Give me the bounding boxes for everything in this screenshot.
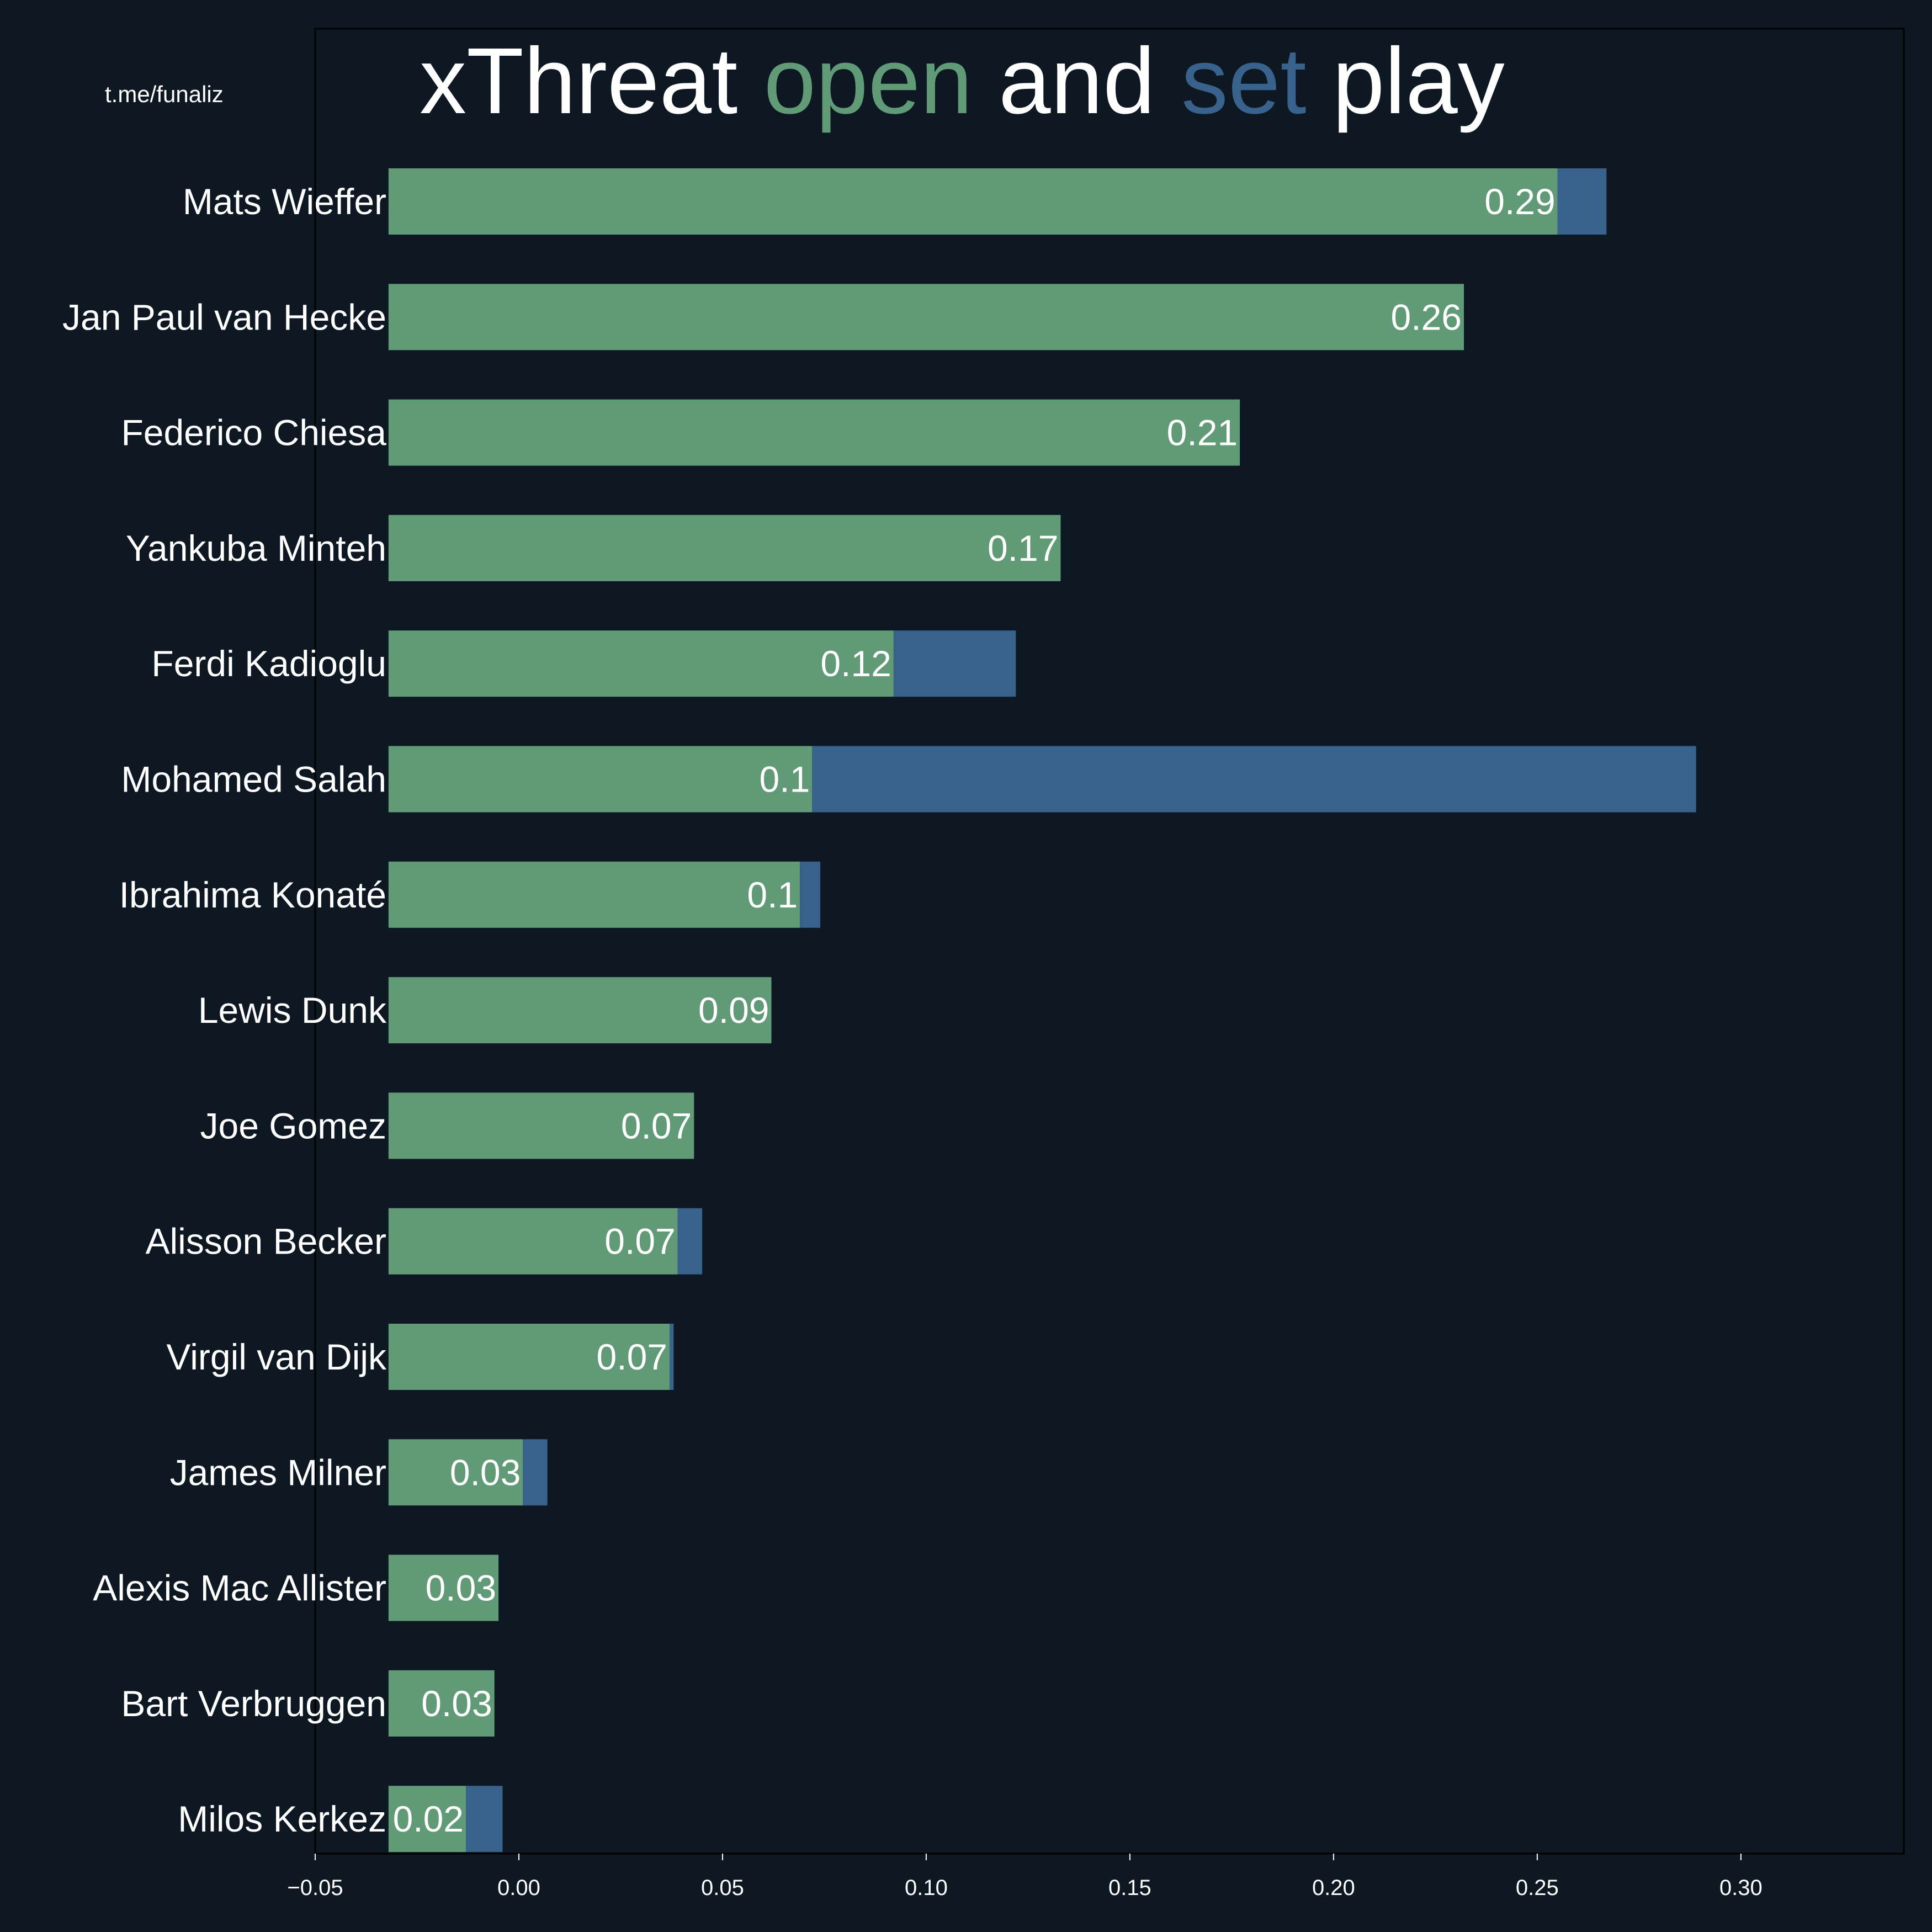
value-label-11: 0.03	[450, 1452, 521, 1493]
x-tick-label-4: 0.15	[1108, 1876, 1151, 1900]
player-label-10: Virgil van Dijk	[166, 1336, 387, 1377]
set-play-bar-4	[893, 630, 1016, 697]
x-tick-label-7: 0.30	[1719, 1876, 1763, 1900]
player-label-3: Yankuba Minteh	[126, 528, 386, 569]
open-play-bar-2	[388, 399, 1240, 466]
watermark: t.me/funaliz	[105, 81, 224, 107]
x-tick-label-6: 0.25	[1516, 1876, 1559, 1900]
player-label-1: Jan Paul van Hecke	[62, 296, 386, 337]
open-play-bar-14	[388, 1786, 466, 1853]
player-label-0: Mats Wieffer	[183, 181, 386, 222]
open-play-bar-0	[388, 168, 1558, 235]
value-label-4: 0.12	[820, 643, 891, 684]
player-label-13: Bart Verbruggen	[121, 1683, 386, 1724]
x-tick-label-3: 0.10	[905, 1876, 948, 1900]
value-label-8: 0.07	[621, 1105, 692, 1146]
value-label-5: 0.1	[760, 759, 810, 800]
player-label-12: Alexis Mac Allister	[93, 1568, 386, 1609]
player-label-7: Lewis Dunk	[198, 990, 387, 1031]
set-play-bar-11	[523, 1439, 548, 1506]
x-tick-label-5: 0.20	[1312, 1876, 1355, 1900]
value-label-1: 0.26	[1391, 296, 1462, 337]
set-play-bar-10	[670, 1324, 674, 1390]
title-part-0: xThreat	[420, 29, 764, 134]
set-play-bar-9	[677, 1208, 703, 1275]
bars-group	[388, 168, 1696, 1853]
open-play-bar-4	[388, 630, 894, 697]
value-label-3: 0.17	[988, 528, 1058, 569]
title-part-1: open	[764, 29, 973, 134]
value-label-9: 0.07	[604, 1221, 675, 1262]
open-play-bar-11	[388, 1439, 523, 1506]
open-play-bar-9	[388, 1208, 678, 1275]
value-label-6: 0.1	[747, 874, 798, 915]
value-label-10: 0.07	[597, 1336, 667, 1377]
set-play-bar-6	[800, 861, 821, 928]
open-play-bar-13	[388, 1670, 495, 1737]
player-label-6: Ibrahima Konaté	[119, 874, 386, 915]
title-part-2: and	[973, 29, 1181, 134]
open-play-bar-5	[388, 746, 813, 813]
player-labels-group: Mats Wieffer Jan Paul van Hecke Federico C…	[62, 181, 387, 1839]
chart-title: xThreat open and set play	[420, 29, 1505, 134]
value-label-13: 0.03	[421, 1683, 492, 1724]
value-label-14: 0.02	[393, 1798, 464, 1839]
open-play-bar-8	[388, 1092, 694, 1159]
open-play-bar-6	[388, 861, 800, 928]
title-part-4: play	[1307, 29, 1505, 134]
player-label-2: Federico Chiesa	[121, 412, 386, 453]
set-play-bar-5	[812, 746, 1696, 813]
open-play-bar-10	[388, 1324, 670, 1390]
open-play-bar-1	[388, 284, 1464, 351]
value-label-0: 0.29	[1484, 181, 1555, 222]
value-labels-group: 0.29 0.26 0.21 0.17 0.12 0.1 0.1 0.09 0.07 0.07 0.…	[393, 181, 1556, 1839]
x-tick-label-0: −0.05	[287, 1876, 343, 1900]
open-play-bar-3	[388, 514, 1061, 581]
player-label-4: Ferdi Kadioglu	[151, 643, 386, 684]
player-label-9: Alisson Becker	[145, 1221, 386, 1262]
value-label-7: 0.09	[698, 990, 769, 1031]
x-tick-label-1: 0.00	[497, 1876, 540, 1900]
player-label-14: Milos Kerkez	[178, 1798, 386, 1839]
player-label-11: James Milner	[170, 1452, 386, 1493]
value-label-2: 0.21	[1167, 412, 1238, 453]
player-label-5: Mohamed Salah	[121, 759, 386, 800]
plot-frame	[314, 28, 1905, 1855]
set-play-bar-0	[1557, 168, 1607, 235]
open-play-bar-7	[388, 977, 772, 1044]
open-play-bar-12	[388, 1554, 499, 1621]
x-axis: −0.05 0.00 0.05 0.10 0.15 0.20 0.25 0.30	[287, 1854, 1763, 1900]
value-label-12: 0.03	[426, 1568, 496, 1609]
set-play-bar-14	[466, 1786, 503, 1853]
x-tick-label-2: 0.05	[701, 1876, 744, 1900]
title-part-3: set	[1181, 29, 1307, 134]
player-label-8: Joe Gomez	[200, 1105, 386, 1146]
